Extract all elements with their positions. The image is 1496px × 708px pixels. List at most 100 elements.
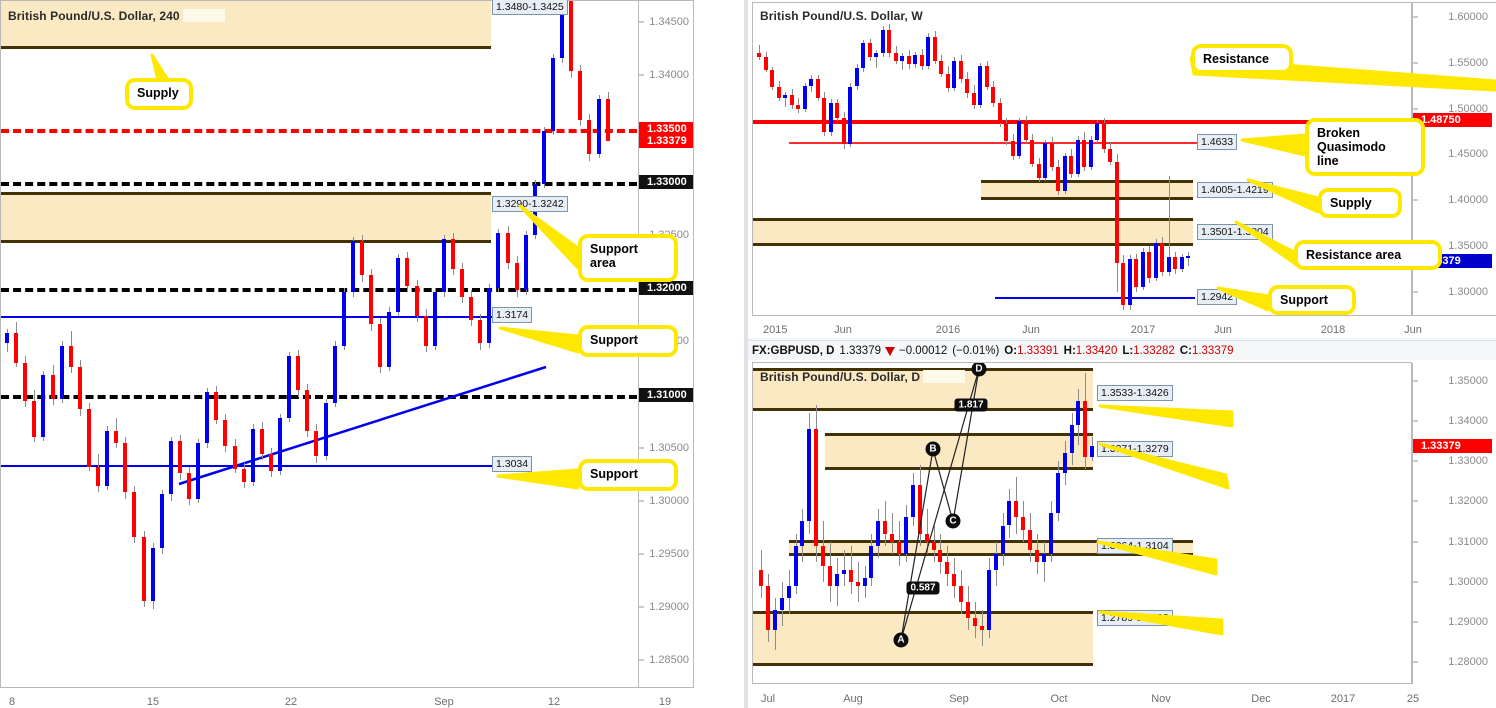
candle-body [828, 103, 833, 133]
candle-body [123, 443, 128, 493]
axis-tick-label: 1.34500 [649, 16, 689, 29]
candle-body [978, 66, 982, 105]
candle-body [841, 569, 846, 574]
candle-body [1010, 140, 1015, 157]
candle-body [487, 288, 492, 344]
level-line-0 [1, 128, 637, 133]
resistance-line [753, 120, 1411, 124]
axis-tick-mark [1413, 420, 1418, 422]
axis-tick-label: 1.30000 [649, 494, 689, 507]
candle-body [917, 485, 922, 534]
candle-body [776, 87, 781, 99]
price-tag: 1.3501-1.3804 [1197, 223, 1273, 240]
time-axis-weekly[interactable]: 2015 Jun 2016 Jun 2017 Jun 2018 Jun [753, 317, 1492, 336]
candle-body [952, 60, 956, 89]
candle-body [305, 390, 310, 431]
candle-body [105, 430, 110, 486]
axis-tick-label: 1.55000 [1448, 56, 1488, 69]
chart-title-text: British Pound/U.S. Dollar, 240 [8, 9, 180, 23]
candle-body [952, 573, 957, 586]
candle-wick [876, 49, 877, 69]
time-tick-label: Nov [1151, 693, 1171, 705]
zone-support-area-zone [789, 539, 1193, 556]
candle-body [945, 561, 950, 574]
candle-body [972, 617, 977, 626]
candle-body [414, 286, 419, 316]
chart-panel-h4[interactable]: British Pound/U.S. Dollar, 240 1.34500 1.… [0, 0, 744, 708]
candle-body [765, 585, 770, 630]
time-tick-label: Sep [949, 693, 969, 705]
price-tag: 1.3371-1.3279 [1097, 441, 1173, 458]
candle-body [5, 332, 9, 344]
plot-area-h4[interactable] [1, 1, 637, 687]
candle-body [1095, 123, 1099, 140]
time-tick-label: 2018 [1320, 324, 1346, 336]
candle-body [848, 86, 852, 145]
candle-body [1076, 401, 1081, 426]
candle-body [793, 545, 798, 586]
candle-body [900, 56, 904, 61]
candle-body [1007, 501, 1012, 526]
candle-body [986, 569, 991, 630]
candle-body [1179, 257, 1184, 270]
candle-body [869, 545, 874, 578]
status-symbol: FX:GBPUSD, D [752, 344, 835, 357]
chart-panel-weekly[interactable]: British Pound/U.S. Dollar, W 1.60000 1.55… [748, 0, 1496, 338]
plot-area-daily[interactable]: A B C D 0.587 1.817 [753, 363, 1411, 684]
price-tag: 1.2942 [1197, 289, 1238, 306]
price-axis-daily[interactable]: 1.35000 1.34000 1.33000 1.32000 1.31000 1.300… [1412, 363, 1492, 684]
chart-panel-daily[interactable]: British Pound/U.S. Dollar, D A B C D 0.587 1.… [748, 360, 1496, 708]
candle-body [341, 292, 346, 346]
candle-body [1121, 262, 1125, 305]
price-tag: 1.3034 [492, 455, 533, 472]
candle-body [605, 98, 610, 142]
time-tick-label: 19 [658, 696, 672, 708]
status-change-pct: (−0.01%) [952, 344, 1000, 357]
chart-title-daily: British Pound/U.S. Dollar, D [760, 370, 966, 384]
price-tag: 1.4633 [1197, 134, 1238, 151]
candle-body [1017, 121, 1021, 157]
price-tag: 1.3174 [492, 306, 533, 323]
callout-resistance: Resistance [1191, 44, 1293, 74]
candle-body [1062, 453, 1067, 474]
time-tick-label: Jun [1214, 324, 1232, 336]
candle-body [1000, 525, 1005, 554]
candle-body [903, 517, 908, 554]
callout-support-area: Support area [578, 234, 678, 282]
time-axis-daily[interactable]: Jul Aug Sep Oct Nov Dec 2017 25 [753, 686, 1492, 705]
axis-tick-mark [639, 74, 644, 76]
candle-body [910, 485, 915, 518]
axis-tick-mark [1413, 291, 1418, 293]
candle-body [1021, 517, 1026, 530]
callout-support-1-3174: Support [578, 325, 678, 357]
time-tick-label: Oct [1050, 693, 1068, 705]
candle-body [874, 53, 878, 58]
candle-body [1014, 501, 1019, 518]
level-line-4 [1, 315, 496, 318]
price-tag: 1.3533-1.3426 [1097, 385, 1173, 402]
time-tick-label: 2017 [1130, 324, 1156, 336]
time-tick-label: Jun [834, 324, 852, 336]
candle-body [1186, 256, 1190, 259]
price-tag: 1.2789-1.2928 [1097, 609, 1173, 626]
abcd-ratio-0: 0.587 [906, 581, 940, 595]
candle-body [1083, 401, 1088, 458]
candle-body [441, 239, 446, 293]
candle-body [1055, 473, 1060, 514]
status-low-value: 1.33282 [1133, 344, 1175, 357]
time-tick-label: 8 [9, 696, 16, 708]
zone-supply-zone [1, 1, 491, 49]
candle-body [278, 417, 282, 472]
time-axis-h4[interactable]: 81522Sep121926 [1, 689, 693, 708]
candle-body [59, 345, 64, 399]
candle-body [926, 36, 930, 67]
candle-body [1056, 167, 1060, 192]
candle-body [1075, 139, 1080, 174]
candle-body [1043, 143, 1047, 179]
chart-title-text: British Pound/U.S. Dollar, W [760, 9, 923, 23]
candle-body [469, 296, 474, 321]
candle-body [931, 541, 936, 550]
candle-body [168, 441, 173, 495]
support-line [995, 297, 1195, 300]
axis-tick-label: 1.30000 [1448, 575, 1488, 588]
